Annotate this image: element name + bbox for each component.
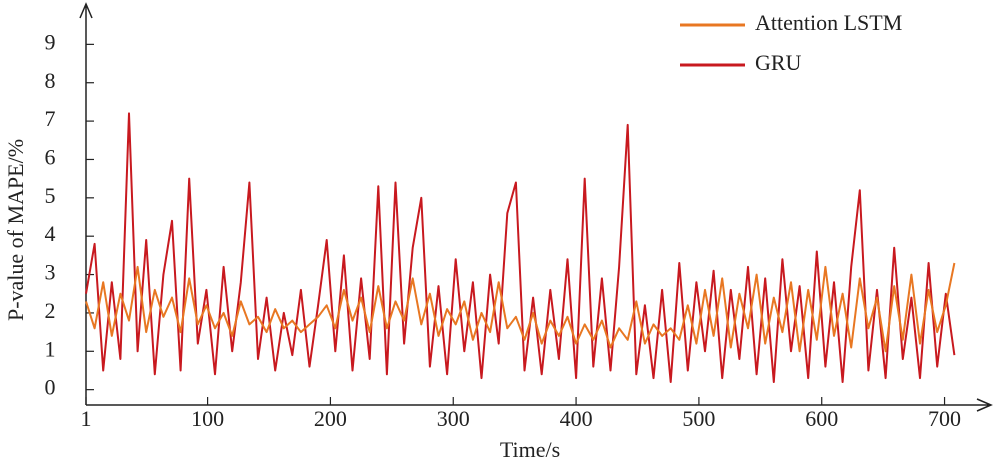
y-tick-label: 8 [45,68,56,93]
y-tick-label: 3 [45,260,56,285]
x-axis-label: Time/s [500,437,560,462]
y-tick-label: 4 [45,221,56,246]
x-tick-label: 100 [191,406,224,431]
x-tick-label: 400 [560,406,593,431]
legend-label: GRU [755,50,802,75]
x-tick-label: 300 [437,406,470,431]
series-line [85,262,956,353]
y-tick-label: 2 [45,298,56,323]
x-tick-label: 600 [805,406,838,431]
y-tick-label: 5 [45,183,56,208]
legend-label: Attention LSTM [755,10,902,35]
x-tick-label: 700 [928,406,961,431]
y-tick-label: 0 [45,375,56,400]
y-tick-label: 9 [45,29,56,54]
y-tick-label: 7 [45,106,56,131]
y-tick-label: 6 [45,145,56,170]
x-tick-label: 1 [81,406,92,431]
y-axis-label: P-value of MAPE/% [3,139,28,321]
y-tick-label: 1 [45,336,56,361]
x-tick-label: 200 [314,406,347,431]
x-tick-label: 500 [682,406,715,431]
y-axis [79,2,93,405]
series-line [85,112,956,383]
x-axis [86,398,993,412]
